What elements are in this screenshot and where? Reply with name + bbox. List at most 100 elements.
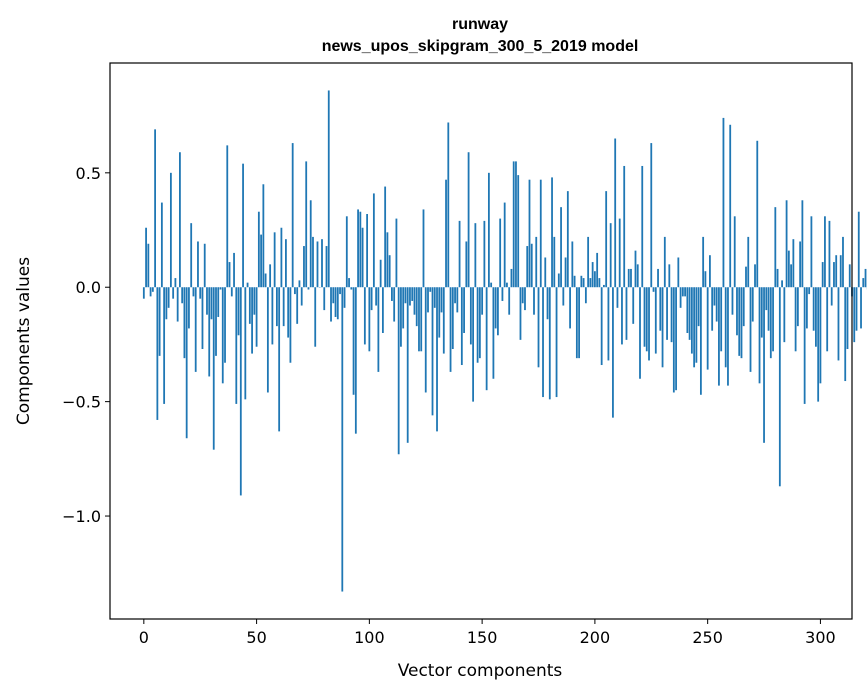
bar-37 bbox=[226, 145, 229, 288]
bar-91 bbox=[348, 278, 350, 288]
bar-219 bbox=[636, 264, 639, 288]
bar-132 bbox=[440, 287, 443, 313]
bar-158 bbox=[499, 218, 502, 288]
bar-16 bbox=[179, 152, 181, 288]
bar-318 bbox=[860, 287, 862, 329]
bar-259 bbox=[727, 287, 729, 386]
bar-79 bbox=[321, 239, 323, 288]
bar-295 bbox=[808, 287, 811, 295]
bar-282 bbox=[778, 287, 781, 487]
bar-154 bbox=[490, 282, 493, 288]
bar-255 bbox=[718, 287, 720, 386]
bar-28 bbox=[206, 287, 208, 315]
bar-320 bbox=[864, 268, 867, 288]
bar-136 bbox=[449, 287, 452, 372]
bar-143 bbox=[465, 241, 468, 288]
bar-248 bbox=[702, 236, 705, 288]
bar-31 bbox=[212, 287, 215, 450]
bar-235 bbox=[672, 287, 675, 393]
bar-271 bbox=[754, 264, 756, 288]
bar-288 bbox=[792, 239, 795, 288]
bar-99 bbox=[366, 214, 368, 288]
bar-217 bbox=[632, 287, 635, 324]
bar-192 bbox=[575, 287, 578, 359]
bar-264 bbox=[738, 287, 741, 356]
bar-239 bbox=[681, 287, 684, 297]
bar-106 bbox=[381, 287, 384, 333]
bar-48 bbox=[251, 287, 253, 354]
bar-80 bbox=[323, 287, 326, 311]
bar-207 bbox=[609, 223, 612, 288]
bar-6 bbox=[156, 287, 159, 420]
bar-272 bbox=[756, 140, 759, 288]
bar-117 bbox=[406, 287, 409, 443]
bar-301 bbox=[821, 262, 824, 288]
bar-249 bbox=[704, 271, 707, 288]
bar-257 bbox=[722, 117, 725, 288]
bar-63 bbox=[285, 239, 287, 288]
bar-225 bbox=[650, 143, 653, 288]
bar-140 bbox=[458, 220, 461, 288]
bar-284 bbox=[783, 287, 786, 343]
bar-147 bbox=[474, 223, 477, 288]
bar-215 bbox=[627, 268, 630, 288]
chart-title: runway bbox=[452, 16, 508, 33]
bar-208 bbox=[612, 287, 614, 418]
bar-246 bbox=[697, 287, 700, 327]
bar-110 bbox=[391, 287, 393, 301]
bar-167 bbox=[519, 287, 522, 340]
bar-220 bbox=[639, 287, 641, 379]
bar-253 bbox=[713, 287, 716, 306]
bar-142 bbox=[463, 287, 465, 333]
bar-196 bbox=[584, 287, 587, 304]
bar-195 bbox=[582, 278, 585, 288]
bar-258 bbox=[724, 287, 727, 368]
bar-254 bbox=[715, 287, 718, 322]
bar-101 bbox=[370, 287, 373, 311]
bar-65 bbox=[289, 287, 292, 363]
bar-297 bbox=[812, 287, 815, 331]
bar-61 bbox=[280, 227, 283, 288]
bar-30 bbox=[210, 287, 213, 320]
bar-159 bbox=[501, 287, 504, 301]
bar-77 bbox=[316, 241, 319, 288]
bar-313 bbox=[848, 264, 851, 288]
bar-40 bbox=[233, 252, 235, 288]
bar-67 bbox=[294, 287, 296, 295]
bar-21 bbox=[190, 223, 193, 288]
bar-204 bbox=[603, 284, 605, 288]
bar-302 bbox=[824, 216, 826, 288]
bar-8 bbox=[160, 202, 163, 288]
bar-122 bbox=[418, 287, 420, 352]
chart-subtitle: news_upos_skipgram_300_5_2019 model bbox=[322, 38, 639, 55]
bar-256 bbox=[720, 287, 723, 352]
bar-75 bbox=[312, 236, 314, 288]
bar-124 bbox=[422, 209, 425, 288]
bar-125 bbox=[424, 287, 427, 393]
bar-251 bbox=[709, 255, 711, 288]
bar-72 bbox=[305, 161, 308, 288]
bar-209 bbox=[614, 138, 617, 288]
bar-280 bbox=[774, 207, 777, 288]
bar-148 bbox=[476, 287, 479, 363]
bar-178 bbox=[544, 257, 547, 288]
bar-59 bbox=[275, 287, 278, 327]
bar-287 bbox=[790, 264, 792, 288]
bar-135 bbox=[447, 122, 450, 288]
bar-126 bbox=[427, 287, 429, 313]
bar-118 bbox=[409, 287, 411, 306]
bar-29 bbox=[208, 287, 211, 377]
bar-286 bbox=[787, 250, 790, 288]
bar-252 bbox=[711, 287, 714, 331]
bar-265 bbox=[740, 287, 743, 359]
bar-283 bbox=[781, 280, 783, 288]
bar-100 bbox=[368, 287, 371, 352]
bar-41 bbox=[235, 287, 238, 404]
bar-171 bbox=[528, 179, 531, 288]
bar-15 bbox=[176, 287, 179, 322]
bar-157 bbox=[497, 287, 499, 336]
bar-86 bbox=[336, 287, 339, 320]
x-axis-ticks: 0 50 100 150 200 250 300 bbox=[139, 619, 836, 647]
bar-308 bbox=[837, 287, 840, 361]
bar-35 bbox=[221, 287, 224, 384]
